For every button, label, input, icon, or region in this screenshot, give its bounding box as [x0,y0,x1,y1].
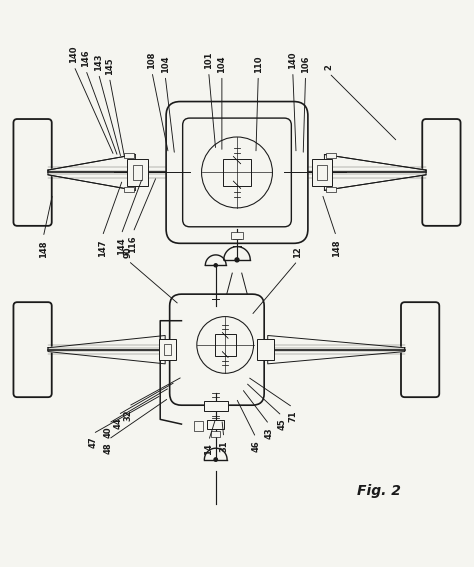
Circle shape [201,137,273,208]
Circle shape [214,264,217,267]
Circle shape [214,458,218,461]
Text: 47: 47 [88,437,97,448]
Text: 146: 146 [81,49,90,67]
Text: 140: 140 [288,52,297,69]
FancyBboxPatch shape [170,294,264,405]
Bar [312,159,332,185]
Text: 148: 148 [39,240,48,257]
Bar [223,159,251,186]
Text: 31: 31 [219,441,228,452]
Text: 44: 44 [113,418,122,429]
Bar [164,344,171,356]
Text: 148: 148 [332,239,341,257]
Text: 104: 104 [161,55,170,73]
Text: 12: 12 [293,246,302,258]
Bar [215,335,236,356]
Bar [194,421,203,431]
Bar [124,153,134,158]
Bar [211,431,220,437]
Text: 108: 108 [147,52,156,69]
Text: 144: 144 [117,237,126,255]
Text: 104: 104 [218,55,227,73]
Bar [133,165,143,180]
FancyBboxPatch shape [182,118,292,227]
Text: 106: 106 [301,55,310,73]
Text: 32: 32 [124,409,133,421]
Bar [318,165,327,180]
Bar [231,232,243,239]
FancyBboxPatch shape [401,302,439,397]
Text: 101: 101 [204,52,213,69]
Circle shape [235,258,239,262]
Bar [159,339,176,360]
Text: 48: 48 [104,442,113,454]
Text: 45: 45 [277,418,286,430]
Polygon shape [48,336,165,364]
FancyBboxPatch shape [13,119,52,226]
Text: 147: 147 [98,239,107,257]
Text: 140: 140 [70,46,79,64]
Text: 46: 46 [251,441,260,452]
Polygon shape [268,336,405,364]
Text: 110: 110 [254,55,263,73]
Polygon shape [324,154,426,191]
Text: 145: 145 [105,57,114,75]
Polygon shape [48,154,136,191]
Bar [207,420,224,429]
Text: 40: 40 [104,426,113,438]
Bar [124,187,134,192]
FancyBboxPatch shape [13,302,52,397]
Circle shape [197,316,254,373]
FancyBboxPatch shape [166,101,308,243]
Bar [204,401,228,411]
Bar [326,153,336,158]
Bar [128,159,148,185]
Text: Fig. 2: Fig. 2 [357,484,401,498]
Text: 2: 2 [325,65,334,70]
Bar [326,187,336,192]
Text: 43: 43 [264,427,273,439]
Text: 90: 90 [124,247,133,258]
FancyBboxPatch shape [422,119,461,226]
Text: 71: 71 [288,410,297,422]
Text: 143: 143 [94,53,103,71]
Bar [257,339,274,360]
Text: 14: 14 [204,444,213,455]
Text: 116: 116 [128,235,137,253]
